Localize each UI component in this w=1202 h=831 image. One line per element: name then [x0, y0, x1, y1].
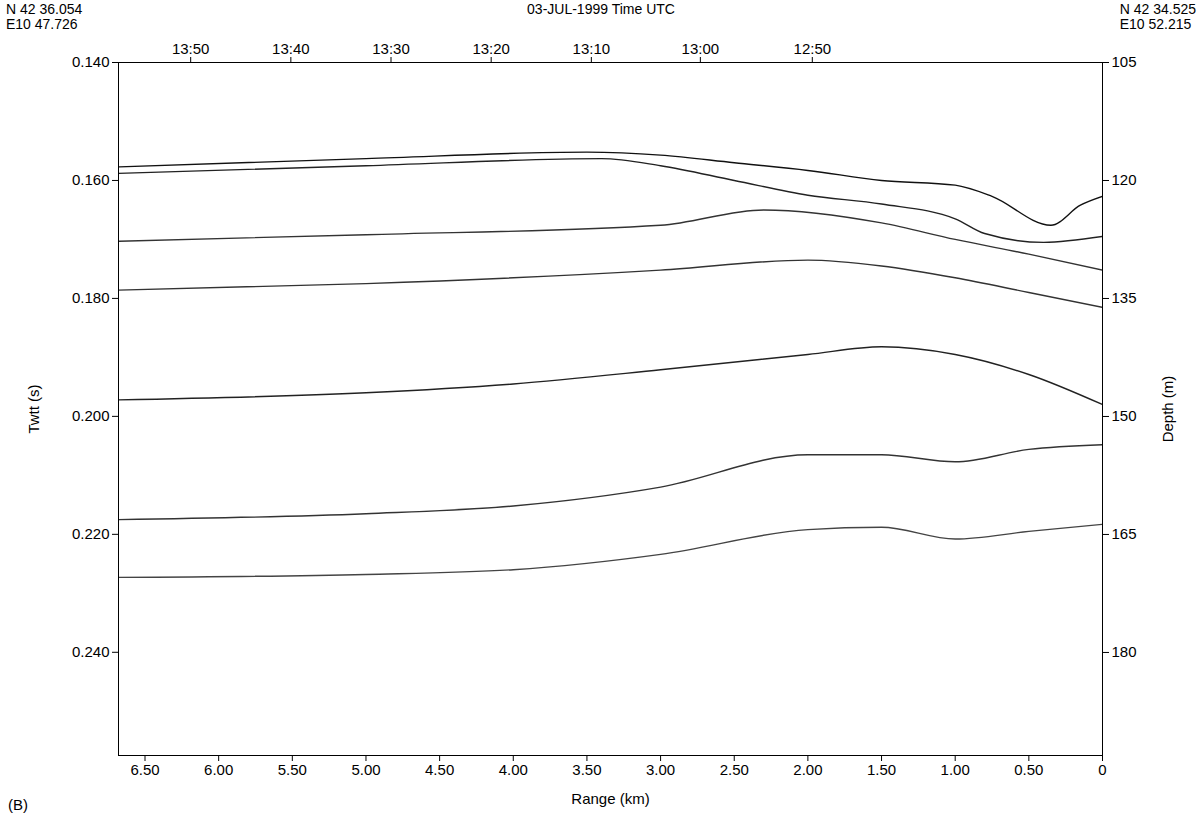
- svg-text:Depth (m): Depth (m): [1159, 376, 1176, 443]
- html-text:N 42 34.525: N 42 34.525: [1119, 1, 1196, 17]
- svg-text:13:00: 13:00: [682, 40, 720, 57]
- svg-text:13:30: 13:30: [372, 40, 410, 57]
- svg-text:0.240: 0.240: [72, 643, 110, 660]
- svg-text:5.50: 5.50: [278, 761, 307, 778]
- svg-text:120: 120: [1112, 171, 1137, 188]
- svg-text:3.50: 3.50: [572, 761, 601, 778]
- svg-text:0: 0: [1098, 761, 1106, 778]
- html-text:E10 52.215: E10 52.215: [1119, 16, 1192, 32]
- svg-text:165: 165: [1112, 525, 1137, 542]
- svg-text:0.220: 0.220: [72, 525, 110, 542]
- html-text:(B): (B): [8, 796, 28, 813]
- svg-text:3.00: 3.00: [646, 761, 675, 778]
- svg-text:180: 180: [1112, 643, 1137, 660]
- svg-text:0.180: 0.180: [72, 289, 110, 306]
- svg-text:2.50: 2.50: [720, 761, 749, 778]
- svg-text:6.50: 6.50: [130, 761, 159, 778]
- html-text:03-JUL-1999 Time UTC: 03-JUL-1999 Time UTC: [527, 1, 675, 17]
- svg-text:13:10: 13:10: [573, 40, 611, 57]
- html-text:N 42 36.054: N 42 36.054: [6, 1, 83, 17]
- html-text:E10 47.726: E10 47.726: [6, 16, 78, 32]
- svg-text:13:50: 13:50: [172, 40, 210, 57]
- svg-text:5.00: 5.00: [351, 761, 380, 778]
- svg-text:Range (km): Range (km): [571, 790, 649, 807]
- svg-text:1.50: 1.50: [867, 761, 896, 778]
- svg-text:0.140: 0.140: [72, 53, 110, 70]
- svg-text:0.160: 0.160: [72, 171, 110, 188]
- svg-text:12:50: 12:50: [794, 40, 832, 57]
- svg-text:105: 105: [1112, 53, 1137, 70]
- svg-text:0.50: 0.50: [1014, 761, 1043, 778]
- svg-text:13:20: 13:20: [472, 40, 510, 57]
- svg-text:13:40: 13:40: [272, 40, 310, 57]
- svg-text:6.00: 6.00: [204, 761, 233, 778]
- svg-text:4.00: 4.00: [499, 761, 528, 778]
- svg-text:2.00: 2.00: [793, 761, 822, 778]
- svg-text:4.50: 4.50: [425, 761, 454, 778]
- svg-text:150: 150: [1112, 407, 1137, 424]
- svg-text:0.200: 0.200: [72, 407, 110, 424]
- svg-text:1.00: 1.00: [941, 761, 970, 778]
- svg-text:Twtt (s): Twtt (s): [25, 384, 42, 433]
- svg-text:135: 135: [1112, 289, 1137, 306]
